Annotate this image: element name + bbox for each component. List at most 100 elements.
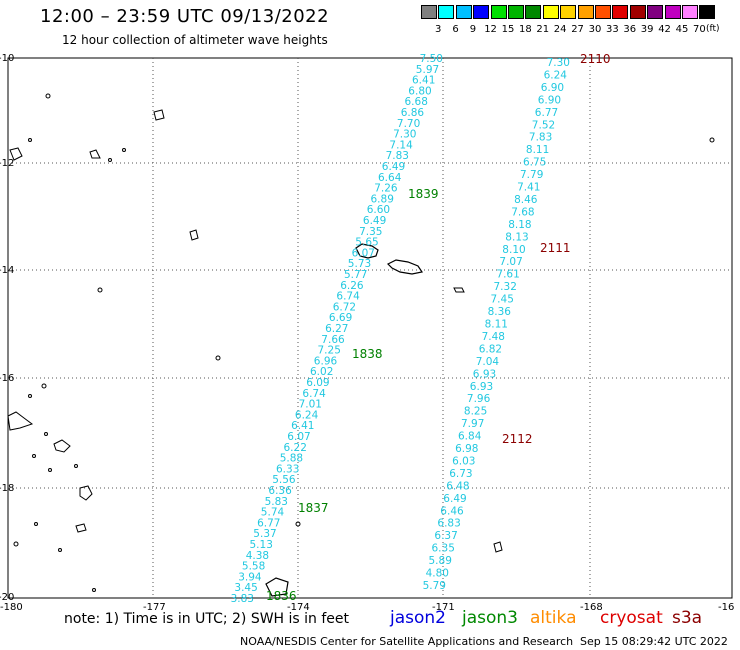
wave-height-value: 6.98 — [455, 443, 478, 455]
wave-height-value: 7.61 — [496, 269, 519, 281]
legend-swatch — [421, 5, 437, 19]
wave-height-value: 6.26 — [340, 280, 364, 292]
wave-height-value: 6.86 — [401, 107, 425, 119]
legend-tick-label: 42 — [658, 24, 671, 35]
legend-swatch — [455, 5, 472, 19]
legend-swatch — [490, 5, 507, 19]
wave-height-value: 7.04 — [476, 356, 500, 368]
latitude-label: -16 — [0, 373, 15, 384]
legend-tick-label: 21 — [536, 24, 550, 35]
legend-swatch — [560, 5, 577, 19]
wave-height-value: 5.65 — [355, 237, 378, 249]
wave-height-value: 7.32 — [494, 281, 517, 293]
pass-time-label: 2110 — [580, 52, 611, 66]
pass-time-label: 2112 — [502, 432, 533, 446]
latitude-label: -14 — [0, 265, 15, 276]
wave-height-value: 7.83 — [529, 132, 552, 144]
wave-height-value: 6.77 — [535, 107, 558, 119]
wave-height-value: 6.49 — [363, 215, 386, 227]
wave-height-value: 6.27 — [325, 323, 348, 335]
island-small-1 — [153, 109, 165, 121]
wave-height-value: 5.77 — [344, 269, 367, 281]
legend-tick-label: 12 — [484, 24, 497, 35]
wave-height-value: 5.83 — [265, 496, 288, 508]
wave-height-value: 6.64 — [378, 172, 402, 184]
wave-height-value: 6.35 — [432, 543, 455, 555]
satellite-name-cryosat: cryosat — [600, 608, 663, 628]
island-samoa-west — [355, 243, 379, 259]
legend-swatch — [629, 5, 646, 19]
satellite-name-jason2: jason2 — [390, 608, 446, 628]
latitude-label: -10 — [0, 53, 15, 64]
satellite-name-s3a: s3a — [672, 608, 703, 628]
wave-height-value: 8.11 — [526, 144, 549, 156]
legend-tick-label: 15 — [501, 24, 515, 35]
wave-height-value: 6.33 — [276, 463, 299, 475]
latitude-label: -12 — [0, 158, 15, 169]
wave-height-value: 3.94 — [238, 571, 262, 583]
wave-height-value: 7.79 — [520, 169, 543, 181]
wave-height-value: 3.83 — [231, 593, 254, 605]
wave-height-value: 5.89 — [429, 555, 452, 567]
wave-height-value: 6.49 — [443, 493, 466, 505]
wave-height-value: 6.07 — [352, 247, 375, 259]
wave-height-value: 6.75 — [523, 157, 546, 169]
wave-height-value: 5.56 — [272, 474, 296, 486]
wave-height-value: 6.07 — [287, 431, 310, 443]
wave-height-value: 6.80 — [408, 85, 431, 97]
wave-height-value: 7.45 — [491, 294, 514, 306]
legend-swatch — [525, 5, 542, 19]
island-small-3 — [9, 147, 23, 161]
wave-height-value: 8.25 — [464, 406, 487, 418]
legend-unit: (ft) — [706, 24, 720, 34]
island-lau-1 — [53, 439, 71, 453]
wave-height-value: 6.02 — [310, 366, 333, 378]
wave-height-value: 5.73 — [348, 258, 371, 270]
wave-height-value: 7.25 — [318, 345, 341, 357]
wave-height-value: 6.84 — [458, 431, 482, 443]
wave-height-value: 6.24 — [544, 70, 568, 82]
wave-height-value: 7.97 — [461, 418, 484, 430]
wave-height-value: 8.11 — [485, 319, 508, 331]
wave-height-value: 5.37 — [253, 528, 276, 540]
wave-height-value: 6.90 — [538, 94, 561, 106]
legend-tick-label: 9 — [469, 24, 477, 35]
page-subtitle: 12 hour collection of altimeter wave hei… — [62, 33, 328, 47]
wave-height-value: 7.52 — [532, 119, 555, 131]
wave-height-value: 4.38 — [246, 550, 269, 562]
wave-height-value: 6.93 — [470, 381, 493, 393]
pass-time-label: 1838 — [352, 347, 383, 361]
wave-height-value: 6.77 — [257, 517, 280, 529]
legend-tick-label: 33 — [606, 24, 619, 35]
legend-swatch — [612, 5, 629, 19]
longitude-label: -16 — [718, 602, 735, 613]
map-frame — [7, 57, 733, 599]
wave-height-value: 7.30 — [393, 129, 416, 141]
generated-timestamp: Sep 15 08:29:42 UTC 2022 — [580, 635, 728, 648]
wave-height-value: 7.70 — [397, 118, 420, 130]
legend-swatch — [508, 5, 524, 19]
map-gridlines — [7, 57, 733, 599]
satellite-tracks: 7.505.976.416.806.686.867.707.307.147.83… — [231, 52, 611, 605]
wave-height-value: 7.35 — [359, 226, 382, 238]
wave-height-value: 6.46 — [440, 505, 464, 517]
wave-height-value: 7.83 — [386, 150, 409, 162]
wave-height-value: 7.50 — [420, 53, 443, 65]
wave-height-value: 6.72 — [333, 301, 356, 313]
longitude-label: -171 — [432, 602, 455, 613]
legend-tick-label: 24 — [553, 24, 567, 35]
legend-tick-label: 30 — [588, 24, 602, 35]
wave-height-value: 6.69 — [329, 312, 352, 324]
latitude-label: -20 — [0, 592, 15, 603]
wave-height-value: 6.74 — [336, 291, 360, 303]
wave-height-value: 8.46 — [514, 194, 538, 206]
latitude-label: -18 — [0, 483, 15, 494]
legend-swatch — [438, 5, 455, 19]
wave-height-value: 7.01 — [299, 399, 322, 411]
wave-height-value: 6.41 — [291, 420, 314, 432]
satellite-name-altika: altika — [530, 608, 577, 628]
island-tonga-1 — [79, 485, 93, 501]
pass-time-label: 1839 — [408, 187, 439, 201]
legend-swatch — [664, 5, 681, 19]
